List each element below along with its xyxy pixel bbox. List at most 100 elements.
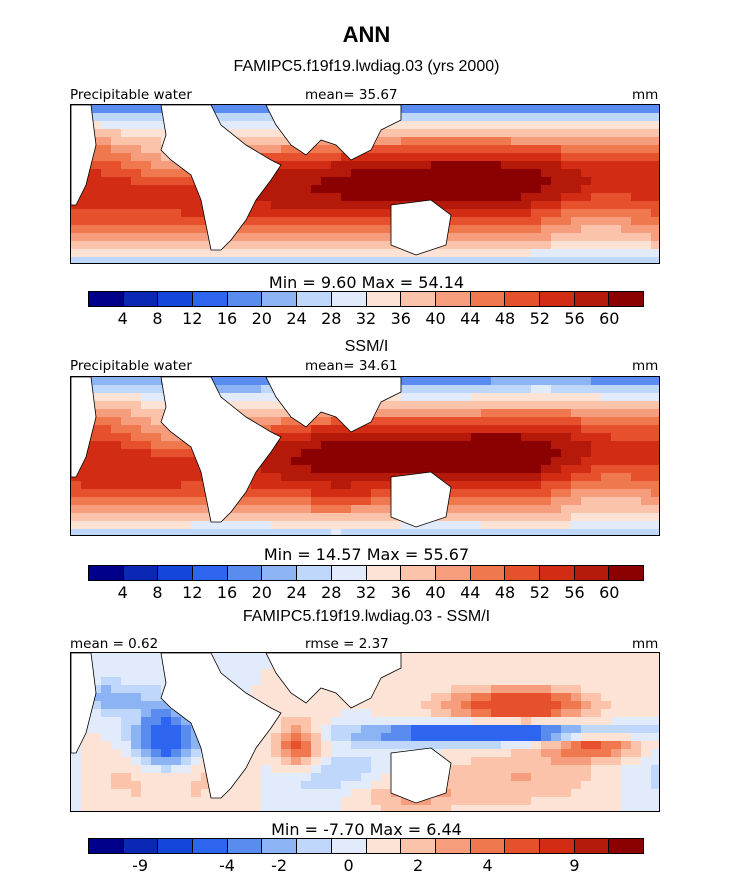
map-cell — [121, 393, 132, 402]
map-cell — [581, 529, 592, 535]
map-cell — [121, 725, 132, 734]
map-cell — [521, 529, 532, 535]
map-cell — [421, 425, 432, 434]
map-cell — [531, 709, 542, 718]
map-cell — [111, 169, 122, 178]
map-cell — [421, 377, 432, 386]
map-cell — [311, 257, 322, 263]
map-cell — [641, 733, 652, 742]
map-cell — [341, 433, 352, 442]
map-cell — [291, 161, 302, 170]
map-cell — [421, 417, 432, 426]
map-cell — [471, 725, 482, 734]
map-cell — [571, 781, 582, 790]
map-cell — [131, 417, 142, 426]
colorbar-swatch — [262, 292, 298, 306]
map-cell — [621, 185, 632, 194]
map-cell — [611, 153, 622, 162]
panel-3-rmse-label: rmse = 2.37 — [305, 636, 389, 652]
map-cell — [581, 513, 592, 522]
map-cell — [481, 457, 492, 466]
colorbar-tick-label: 44 — [460, 583, 481, 602]
map-cell — [321, 709, 332, 718]
map-cell — [111, 441, 122, 450]
map-cell — [571, 473, 582, 482]
map-cell — [591, 137, 602, 146]
map-cell — [451, 257, 462, 263]
map-cell — [641, 385, 652, 394]
map-cell — [401, 113, 412, 122]
map-cell — [251, 209, 262, 218]
map-cell — [611, 201, 622, 210]
map-cell — [501, 169, 512, 178]
map-cell — [131, 169, 142, 178]
map-cell — [551, 765, 562, 774]
map-cell — [251, 217, 262, 226]
map-cell — [291, 177, 302, 186]
map-cell — [111, 733, 122, 742]
map-cell — [311, 733, 322, 742]
map-cell — [131, 781, 142, 790]
map-cell — [191, 757, 202, 766]
map-cell — [441, 113, 452, 122]
map-cell — [631, 757, 642, 766]
map-cell — [251, 145, 262, 154]
map-cell — [461, 685, 472, 694]
map-cell — [191, 457, 202, 466]
map-cell — [261, 521, 272, 530]
map-cell — [531, 249, 542, 258]
colorbar-swatch — [574, 566, 610, 580]
map-cell — [101, 249, 112, 258]
map-cell — [441, 417, 452, 426]
map-cell — [501, 765, 512, 774]
map-cell — [551, 113, 562, 122]
map-cell — [491, 417, 502, 426]
map-cell — [621, 209, 632, 218]
map-cell — [481, 677, 492, 686]
map-cell — [621, 661, 632, 670]
map-cell — [121, 401, 132, 410]
map-cell — [571, 161, 582, 170]
map-cell — [161, 529, 172, 535]
map-cell — [91, 757, 102, 766]
map-cell — [541, 385, 552, 394]
map-cell — [571, 249, 582, 258]
map-cell — [601, 257, 612, 263]
map-cell — [71, 805, 82, 811]
map-cell — [341, 733, 352, 742]
map-cell — [111, 121, 122, 130]
map-cell — [341, 805, 352, 811]
map-cell — [461, 709, 472, 718]
map-cell — [581, 481, 592, 490]
map-cell — [541, 257, 552, 263]
map-cell — [241, 781, 252, 790]
map-cell — [531, 733, 542, 742]
map-cell — [471, 781, 482, 790]
map-cell — [641, 773, 652, 782]
map-cell — [611, 529, 622, 535]
map-cell — [111, 701, 122, 710]
map-cell — [411, 457, 422, 466]
map-cell — [521, 733, 532, 742]
map-cell — [191, 209, 202, 218]
map-cell — [561, 161, 572, 170]
map-cell — [491, 193, 502, 202]
map-cell — [421, 433, 432, 442]
map-cell — [571, 465, 582, 474]
map-cell — [151, 773, 162, 782]
map-cell — [91, 481, 102, 490]
map-cell — [381, 409, 392, 418]
map-cell — [301, 249, 312, 258]
map-cell — [591, 701, 602, 710]
map-cell — [301, 733, 312, 742]
map-cell — [311, 465, 322, 474]
map-cell — [381, 185, 392, 194]
map-cell — [491, 201, 502, 210]
map-cell — [481, 497, 492, 506]
map-cell — [521, 449, 532, 458]
map-cell — [281, 193, 292, 202]
map-cell — [491, 473, 502, 482]
map-cell — [191, 505, 202, 514]
map-cell — [191, 529, 202, 535]
map-cell — [261, 749, 272, 758]
